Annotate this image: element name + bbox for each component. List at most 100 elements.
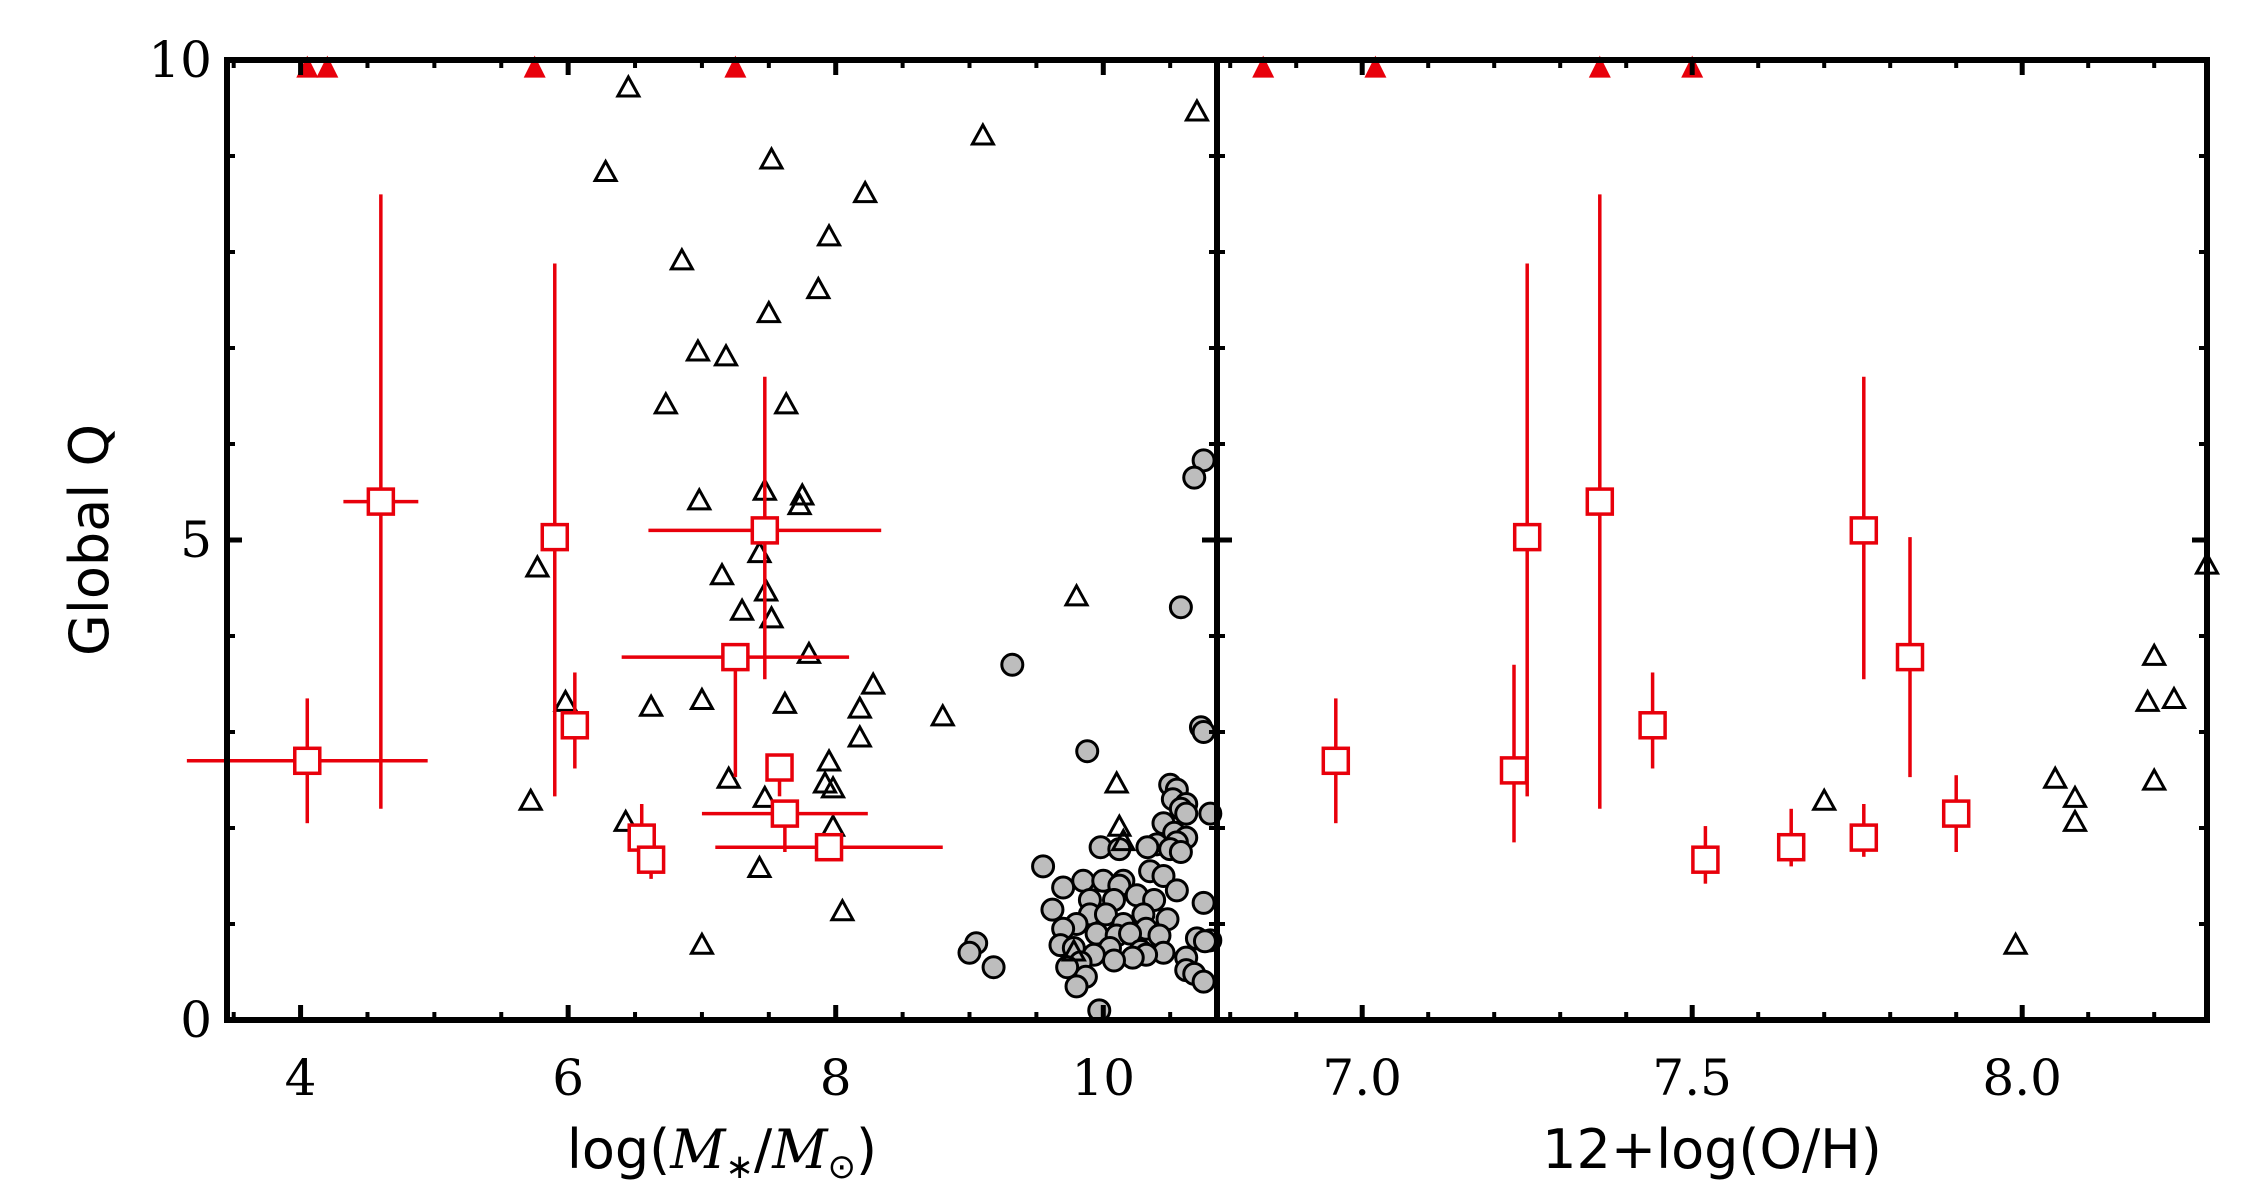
left-x-tick-label: 10: [1071, 1049, 1135, 1107]
right-comparison-point: [2141, 767, 2168, 791]
left-comparison-point: [708, 561, 736, 586]
left-dwarf-galaxy-point: [770, 799, 800, 828]
right-comparison-point: [1811, 787, 1838, 811]
left-massive-galaxy-point: [1040, 897, 1065, 922]
left-x-tick-label: 8: [820, 1049, 852, 1107]
right-panel: 7.0 7.5 8.0: [1217, 55, 2221, 1107]
right-comparison-point: [2134, 688, 2161, 712]
left-dwarf-galaxy-point: [721, 642, 750, 672]
left-comparison-point: [688, 686, 715, 710]
left-comparison-point: [786, 491, 813, 516]
right-dwarf-galaxy-point: [1585, 487, 1615, 516]
left-massive-galaxy-point: [1064, 974, 1089, 999]
left-comparison-point: [592, 158, 619, 182]
right-upper-limit-marker: [1364, 55, 1387, 78]
left-comparison-point: [729, 597, 756, 621]
right-axes: 7.0 7.5 8.0: [1217, 57, 2207, 1107]
left-comparison-point: [815, 222, 843, 247]
y-axis-label: Global Q: [58, 424, 121, 656]
left-massive-galaxy-point: [1191, 969, 1216, 994]
left-comparison-point: [969, 121, 996, 146]
left-comparison-point: [684, 337, 711, 362]
left-dwarf-galaxy-point: [636, 845, 666, 874]
left-massive-galaxy-point: [1118, 921, 1143, 946]
left-comparison-point: [805, 275, 832, 300]
left-comparison-point: [758, 145, 785, 170]
left-upper-limit-marker: [316, 55, 339, 78]
left-y-tick-label: 5: [180, 511, 212, 569]
left-upper-limit-marker: [523, 55, 546, 78]
left-massive-galaxy-point: [1031, 854, 1056, 879]
left-comparison-point: [819, 813, 847, 837]
left-comparison-point: [524, 553, 551, 578]
left-massive-galaxy-point: [1055, 955, 1080, 980]
right-dwarf-galaxy-point: [1321, 746, 1351, 776]
left-comparison-point: [638, 693, 665, 717]
right-plot-marks: [1252, 55, 2221, 955]
right-x-tick-label: 7.0: [1322, 1049, 1402, 1107]
left-comparison-point: [552, 688, 579, 712]
left-massive-galaxy-point: [1168, 840, 1193, 864]
left-comparison-point: [771, 690, 798, 714]
left-y-tick-label: 10: [148, 31, 212, 89]
left-comparison-point: [815, 747, 843, 772]
left-x-axis-label: log(M∗/M⊙): [567, 1118, 877, 1187]
left-comparison-point: [811, 769, 839, 794]
left-x-tick-label: 6: [552, 1049, 584, 1107]
left-comparison-point: [715, 765, 742, 789]
right-dwarf-galaxy-point: [1638, 711, 1667, 740]
left-massive-galaxy-point: [1101, 948, 1126, 973]
left-plot-frame: [224, 57, 1220, 1023]
left-x-tick-label: 4: [285, 1049, 317, 1107]
left-comparison-point: [652, 390, 679, 415]
left-massive-galaxy-point: [1191, 890, 1216, 915]
left-comparison-point: [1063, 582, 1090, 607]
left-massive-galaxy-point: [1164, 878, 1189, 903]
left-dwarf-galaxy-point: [814, 832, 844, 862]
left-comparison-point: [612, 808, 639, 832]
left-comparison-point: [1060, 937, 1087, 962]
left-comparison-point: [746, 854, 773, 878]
right-comparison-point: [2002, 931, 2029, 955]
left-y-tick-label: 0: [180, 991, 212, 1049]
right-comparison-point: [2042, 765, 2069, 789]
left-comparison-point: [688, 931, 715, 955]
left-massive-galaxy-point: [1051, 875, 1076, 900]
right-comparison-point: [2141, 642, 2168, 666]
right-upper-limit-marker: [1252, 55, 1275, 78]
right-plot-frame: [1214, 57, 2210, 1023]
right-dwarf-galaxy-point: [1895, 642, 1925, 672]
left-massive-galaxy-point: [957, 940, 982, 965]
left-dwarf-galaxy-point: [540, 522, 570, 552]
left-comparison-point: [860, 671, 887, 695]
left-massive-galaxy-point: [1075, 739, 1100, 764]
left-comparison-point: [829, 897, 856, 922]
left-massive-galaxy-point: [981, 955, 1006, 980]
right-upper-limit-marker: [1588, 55, 1611, 78]
left-massive-galaxy-point: [1135, 835, 1160, 860]
right-comparison-point: [2061, 784, 2089, 808]
left-dwarf-galaxy-point: [293, 746, 322, 776]
left-upper-limit-marker: [724, 55, 747, 78]
right-dwarf-galaxy-point: [1849, 516, 1879, 545]
right-dwarf-galaxy-point: [1849, 823, 1879, 852]
left-comparison-point: [1106, 813, 1133, 837]
left-comparison-point: [615, 73, 642, 98]
right-x-axis-label: 12+log(O/H): [1542, 1118, 1882, 1181]
left-massive-galaxy-point: [1151, 864, 1176, 888]
right-comparison-point: [2061, 808, 2089, 832]
left-dwarf-galaxy-point: [366, 487, 396, 516]
left-massive-galaxy-point: [1182, 465, 1207, 490]
left-comparison-point: [746, 539, 773, 564]
left-comparison-point: [668, 246, 695, 271]
right-x-tick-label: 8.0: [1982, 1049, 2062, 1107]
left-plot-marks: [186, 55, 1223, 1023]
left-comparison-point: [929, 702, 956, 727]
left-massive-galaxy-point: [1174, 801, 1199, 826]
left-comparison-point: [846, 723, 873, 748]
left-comparison-point: [751, 784, 778, 808]
left-massive-galaxy-point: [1168, 595, 1193, 620]
left-comparison-point: [852, 179, 879, 204]
right-dwarf-galaxy-point: [1499, 756, 1529, 785]
